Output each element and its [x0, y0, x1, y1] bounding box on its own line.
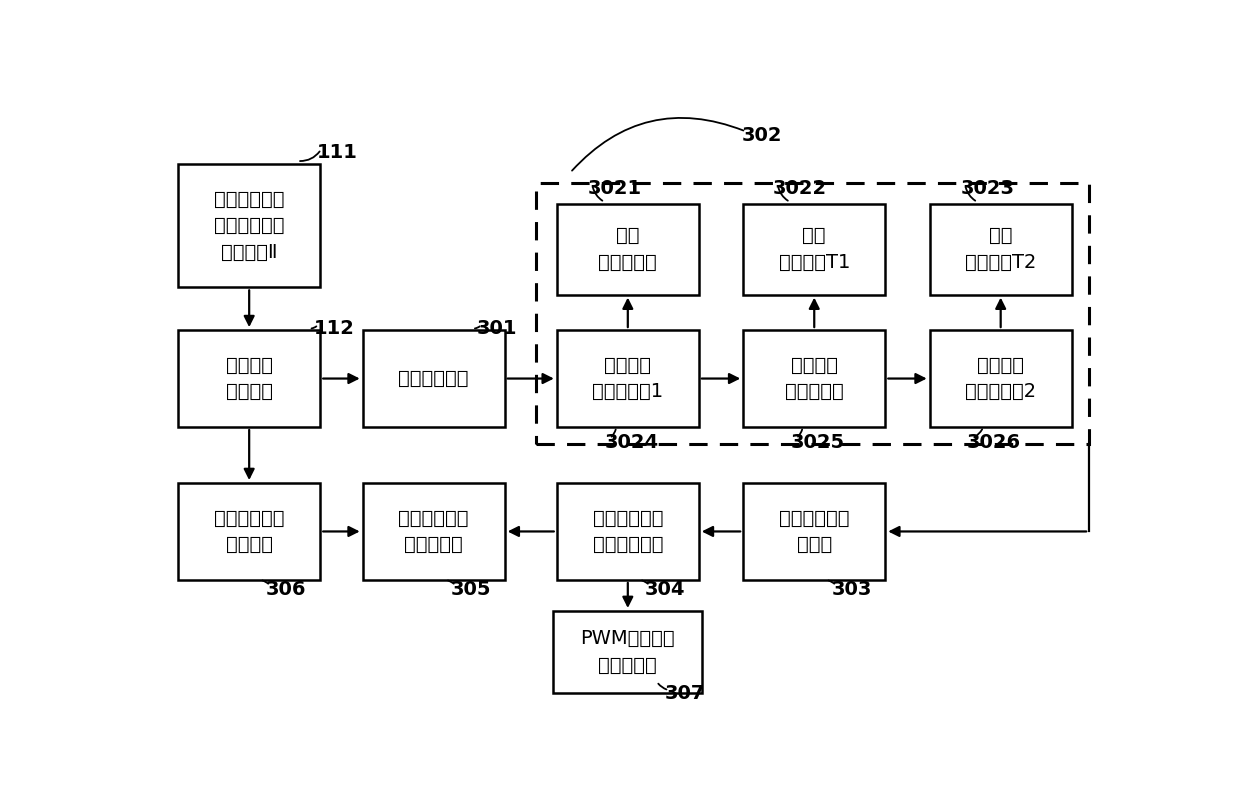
Bar	[362, 330, 505, 427]
Text: 启动
定时器计时: 启动 定时器计时	[599, 226, 657, 272]
Text: 3023: 3023	[960, 179, 1014, 197]
Bar	[179, 483, 320, 580]
Bar	[930, 204, 1071, 295]
Text: 112: 112	[314, 318, 355, 338]
Bar	[553, 611, 702, 693]
Text: 306: 306	[265, 580, 306, 598]
Text: 307: 307	[665, 684, 704, 703]
Text: 305: 305	[451, 580, 491, 598]
Text: 脉冲频率占空
比补偿值计算: 脉冲频率占空 比补偿值计算	[593, 508, 663, 554]
Text: 304: 304	[645, 580, 686, 598]
Text: 301: 301	[477, 318, 517, 338]
Text: 超音频脉冲电
流采样霍尔电
流传感器Ⅱ: 超音频脉冲电 流采样霍尔电 流传感器Ⅱ	[215, 189, 284, 261]
Text: 303: 303	[832, 580, 872, 598]
Bar	[536, 183, 1089, 444]
Text: 3022: 3022	[773, 179, 827, 197]
Bar	[743, 330, 885, 427]
Text: 3021: 3021	[588, 179, 641, 197]
Bar	[179, 330, 320, 427]
Text: 脉冲频率占空
比误差计算: 脉冲频率占空 比误差计算	[398, 508, 469, 554]
Text: 计算脉冲频率
占空比: 计算脉冲频率 占空比	[779, 508, 849, 554]
Bar	[557, 330, 699, 427]
Text: 脉冲信号
整形电路: 脉冲信号 整形电路	[226, 356, 273, 401]
Text: 3024: 3024	[605, 432, 658, 452]
Bar	[557, 204, 699, 295]
Text: 3026: 3026	[967, 432, 1022, 452]
Text: 302: 302	[742, 126, 781, 144]
Bar	[743, 483, 885, 580]
Bar	[179, 164, 320, 287]
Bar	[743, 204, 885, 295]
Text: 示波器频率占
空比标定: 示波器频率占 空比标定	[215, 508, 284, 554]
Text: 脉冲信号
上升沿捕捉2: 脉冲信号 上升沿捕捉2	[965, 356, 1037, 401]
Text: 脉冲信号
上升沿捕捉1: 脉冲信号 上升沿捕捉1	[593, 356, 663, 401]
Text: 采集
定时器值T1: 采集 定时器值T1	[779, 226, 849, 272]
Bar	[930, 330, 1071, 427]
Text: 3025: 3025	[791, 432, 846, 452]
Text: 脉冲信号
下降沿捕捉: 脉冲信号 下降沿捕捉	[785, 356, 843, 401]
Text: PWM脉冲频率
占空比调节: PWM脉冲频率 占空比调节	[580, 630, 675, 674]
Bar	[362, 483, 505, 580]
Text: 输入捕捉模块: 输入捕捉模块	[398, 369, 469, 388]
Bar	[557, 483, 699, 580]
Text: 采集
定时器值T2: 采集 定时器值T2	[965, 226, 1037, 272]
Text: 111: 111	[316, 144, 357, 162]
